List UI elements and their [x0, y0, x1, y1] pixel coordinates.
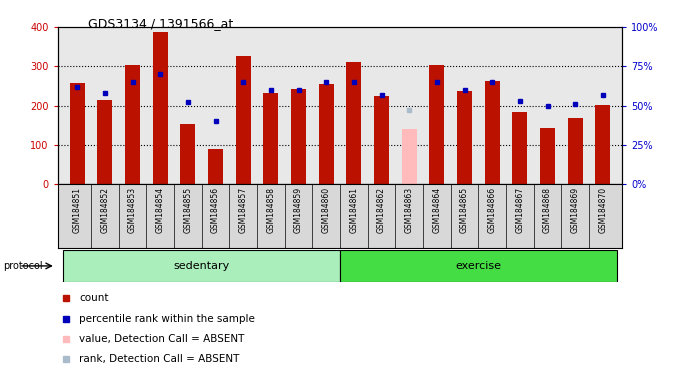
Text: GSM184854: GSM184854 — [156, 187, 165, 233]
Bar — [512, 111, 528, 184]
Text: rank, Detection Call = ABSENT: rank, Detection Call = ABSENT — [80, 354, 239, 364]
Text: GSM184861: GSM184861 — [350, 187, 358, 233]
Text: GSM184856: GSM184856 — [211, 187, 220, 233]
Text: GSM184862: GSM184862 — [377, 187, 386, 233]
Text: GSM184866: GSM184866 — [488, 187, 496, 233]
Bar — [125, 65, 140, 184]
Text: count: count — [80, 293, 109, 303]
Text: GSM184864: GSM184864 — [432, 187, 441, 233]
Text: GSM184870: GSM184870 — [598, 187, 607, 233]
Bar — [595, 105, 611, 184]
Text: GSM184857: GSM184857 — [239, 187, 248, 233]
Bar — [485, 81, 500, 184]
Bar — [374, 96, 389, 184]
Text: GSM184868: GSM184868 — [543, 187, 552, 233]
Text: percentile rank within the sample: percentile rank within the sample — [80, 314, 255, 324]
Text: sedentary: sedentary — [173, 261, 230, 271]
Bar — [318, 84, 334, 184]
Text: GSM184867: GSM184867 — [515, 187, 524, 233]
Text: exercise: exercise — [456, 261, 501, 271]
Bar — [340, 250, 617, 281]
Bar — [568, 118, 583, 184]
Bar — [235, 56, 251, 184]
Bar — [97, 100, 112, 184]
Bar — [457, 91, 472, 184]
Text: GSM184853: GSM184853 — [128, 187, 137, 233]
Bar — [208, 149, 223, 184]
Bar — [152, 31, 168, 184]
Text: GSM184852: GSM184852 — [101, 187, 109, 233]
Text: GSM184855: GSM184855 — [184, 187, 192, 233]
Bar — [402, 129, 417, 184]
Text: GDS3134 / 1391566_at: GDS3134 / 1391566_at — [88, 17, 234, 30]
Text: GSM184858: GSM184858 — [267, 187, 275, 233]
Text: protocol: protocol — [3, 261, 43, 271]
Text: GSM184869: GSM184869 — [571, 187, 579, 233]
Text: value, Detection Call = ABSENT: value, Detection Call = ABSENT — [80, 334, 245, 344]
Text: GSM184859: GSM184859 — [294, 187, 303, 233]
Bar — [540, 128, 555, 184]
Bar — [63, 250, 340, 281]
Text: GSM184863: GSM184863 — [405, 187, 413, 233]
Bar — [263, 93, 278, 184]
Bar — [429, 65, 445, 184]
Bar — [291, 89, 306, 184]
Bar — [69, 83, 85, 184]
Text: GSM184860: GSM184860 — [322, 187, 330, 233]
Bar — [180, 124, 195, 184]
Bar — [346, 62, 362, 184]
Text: GSM184865: GSM184865 — [460, 187, 469, 233]
Text: GSM184851: GSM184851 — [73, 187, 82, 233]
